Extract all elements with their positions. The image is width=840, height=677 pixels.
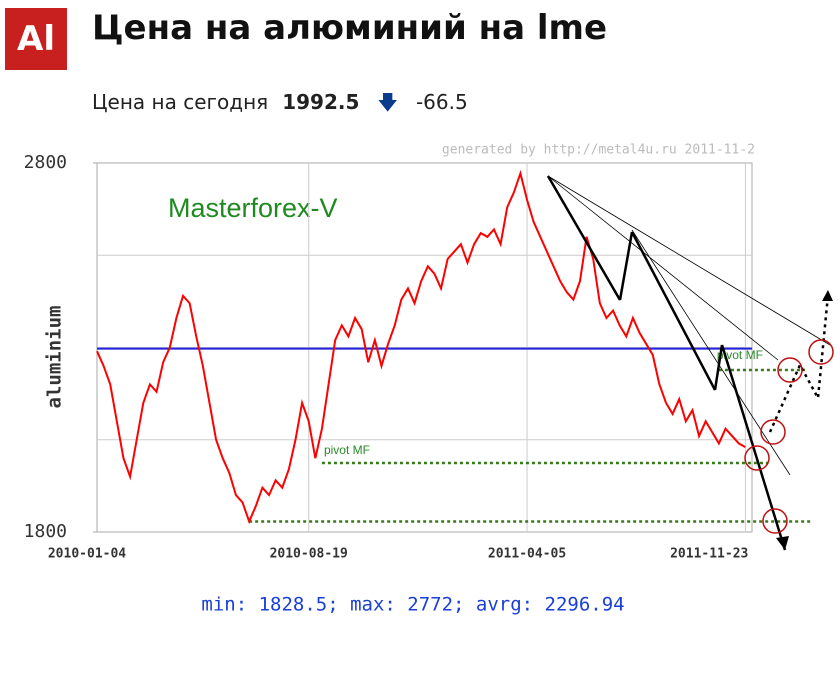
- x-tick-label: 2011-11-23: [670, 547, 748, 562]
- stats: min: 1828.5; max: 2772; avrg: 2296.94: [201, 594, 624, 616]
- overlay: [713, 344, 724, 391]
- x-tick-label: 2011-04-05: [488, 547, 566, 562]
- overlay: [547, 175, 831, 346]
- overlay: [547, 175, 779, 361]
- overlay: [546, 175, 622, 301]
- overlay: [768, 294, 830, 433]
- y-tick-label: 2800: [24, 152, 67, 173]
- watermark: generated by http://metal4u.ru 2011-11-2: [442, 143, 755, 158]
- today-price: 1992.5: [282, 90, 360, 114]
- overlay: [808, 339, 834, 365]
- price-change: -66.5: [415, 90, 468, 114]
- page-title: Цена на алюминий на lme: [92, 8, 608, 48]
- overlay: [618, 231, 634, 301]
- overlay: [822, 290, 833, 301]
- overlay: [630, 231, 717, 391]
- overlay: [720, 344, 787, 551]
- x-tick-label: 2010-08-19: [270, 547, 348, 562]
- overlay: [631, 229, 791, 476]
- x-tick-label: 2010-01-04: [48, 547, 126, 562]
- price-line: [96, 169, 746, 525]
- overlay: [760, 419, 786, 445]
- logo: Al: [5, 8, 67, 70]
- pivot-label: pivot MF: [324, 443, 370, 457]
- overlay: [776, 536, 789, 550]
- y-axis-label: aluminium: [44, 306, 66, 409]
- pivot-label: pivot MF: [717, 348, 763, 362]
- today-price-row: Цена на сегодня 1992.5 🡇 -66.5: [92, 88, 468, 122]
- today-label: Цена на сегодня: [92, 90, 269, 114]
- overlay: [762, 508, 788, 534]
- overlay: [744, 445, 770, 471]
- down-arrow: 🡇: [377, 90, 398, 114]
- annotation: Masterforex-V: [168, 193, 338, 223]
- overlay: [777, 357, 803, 383]
- y-tick-label: 1800: [24, 521, 67, 542]
